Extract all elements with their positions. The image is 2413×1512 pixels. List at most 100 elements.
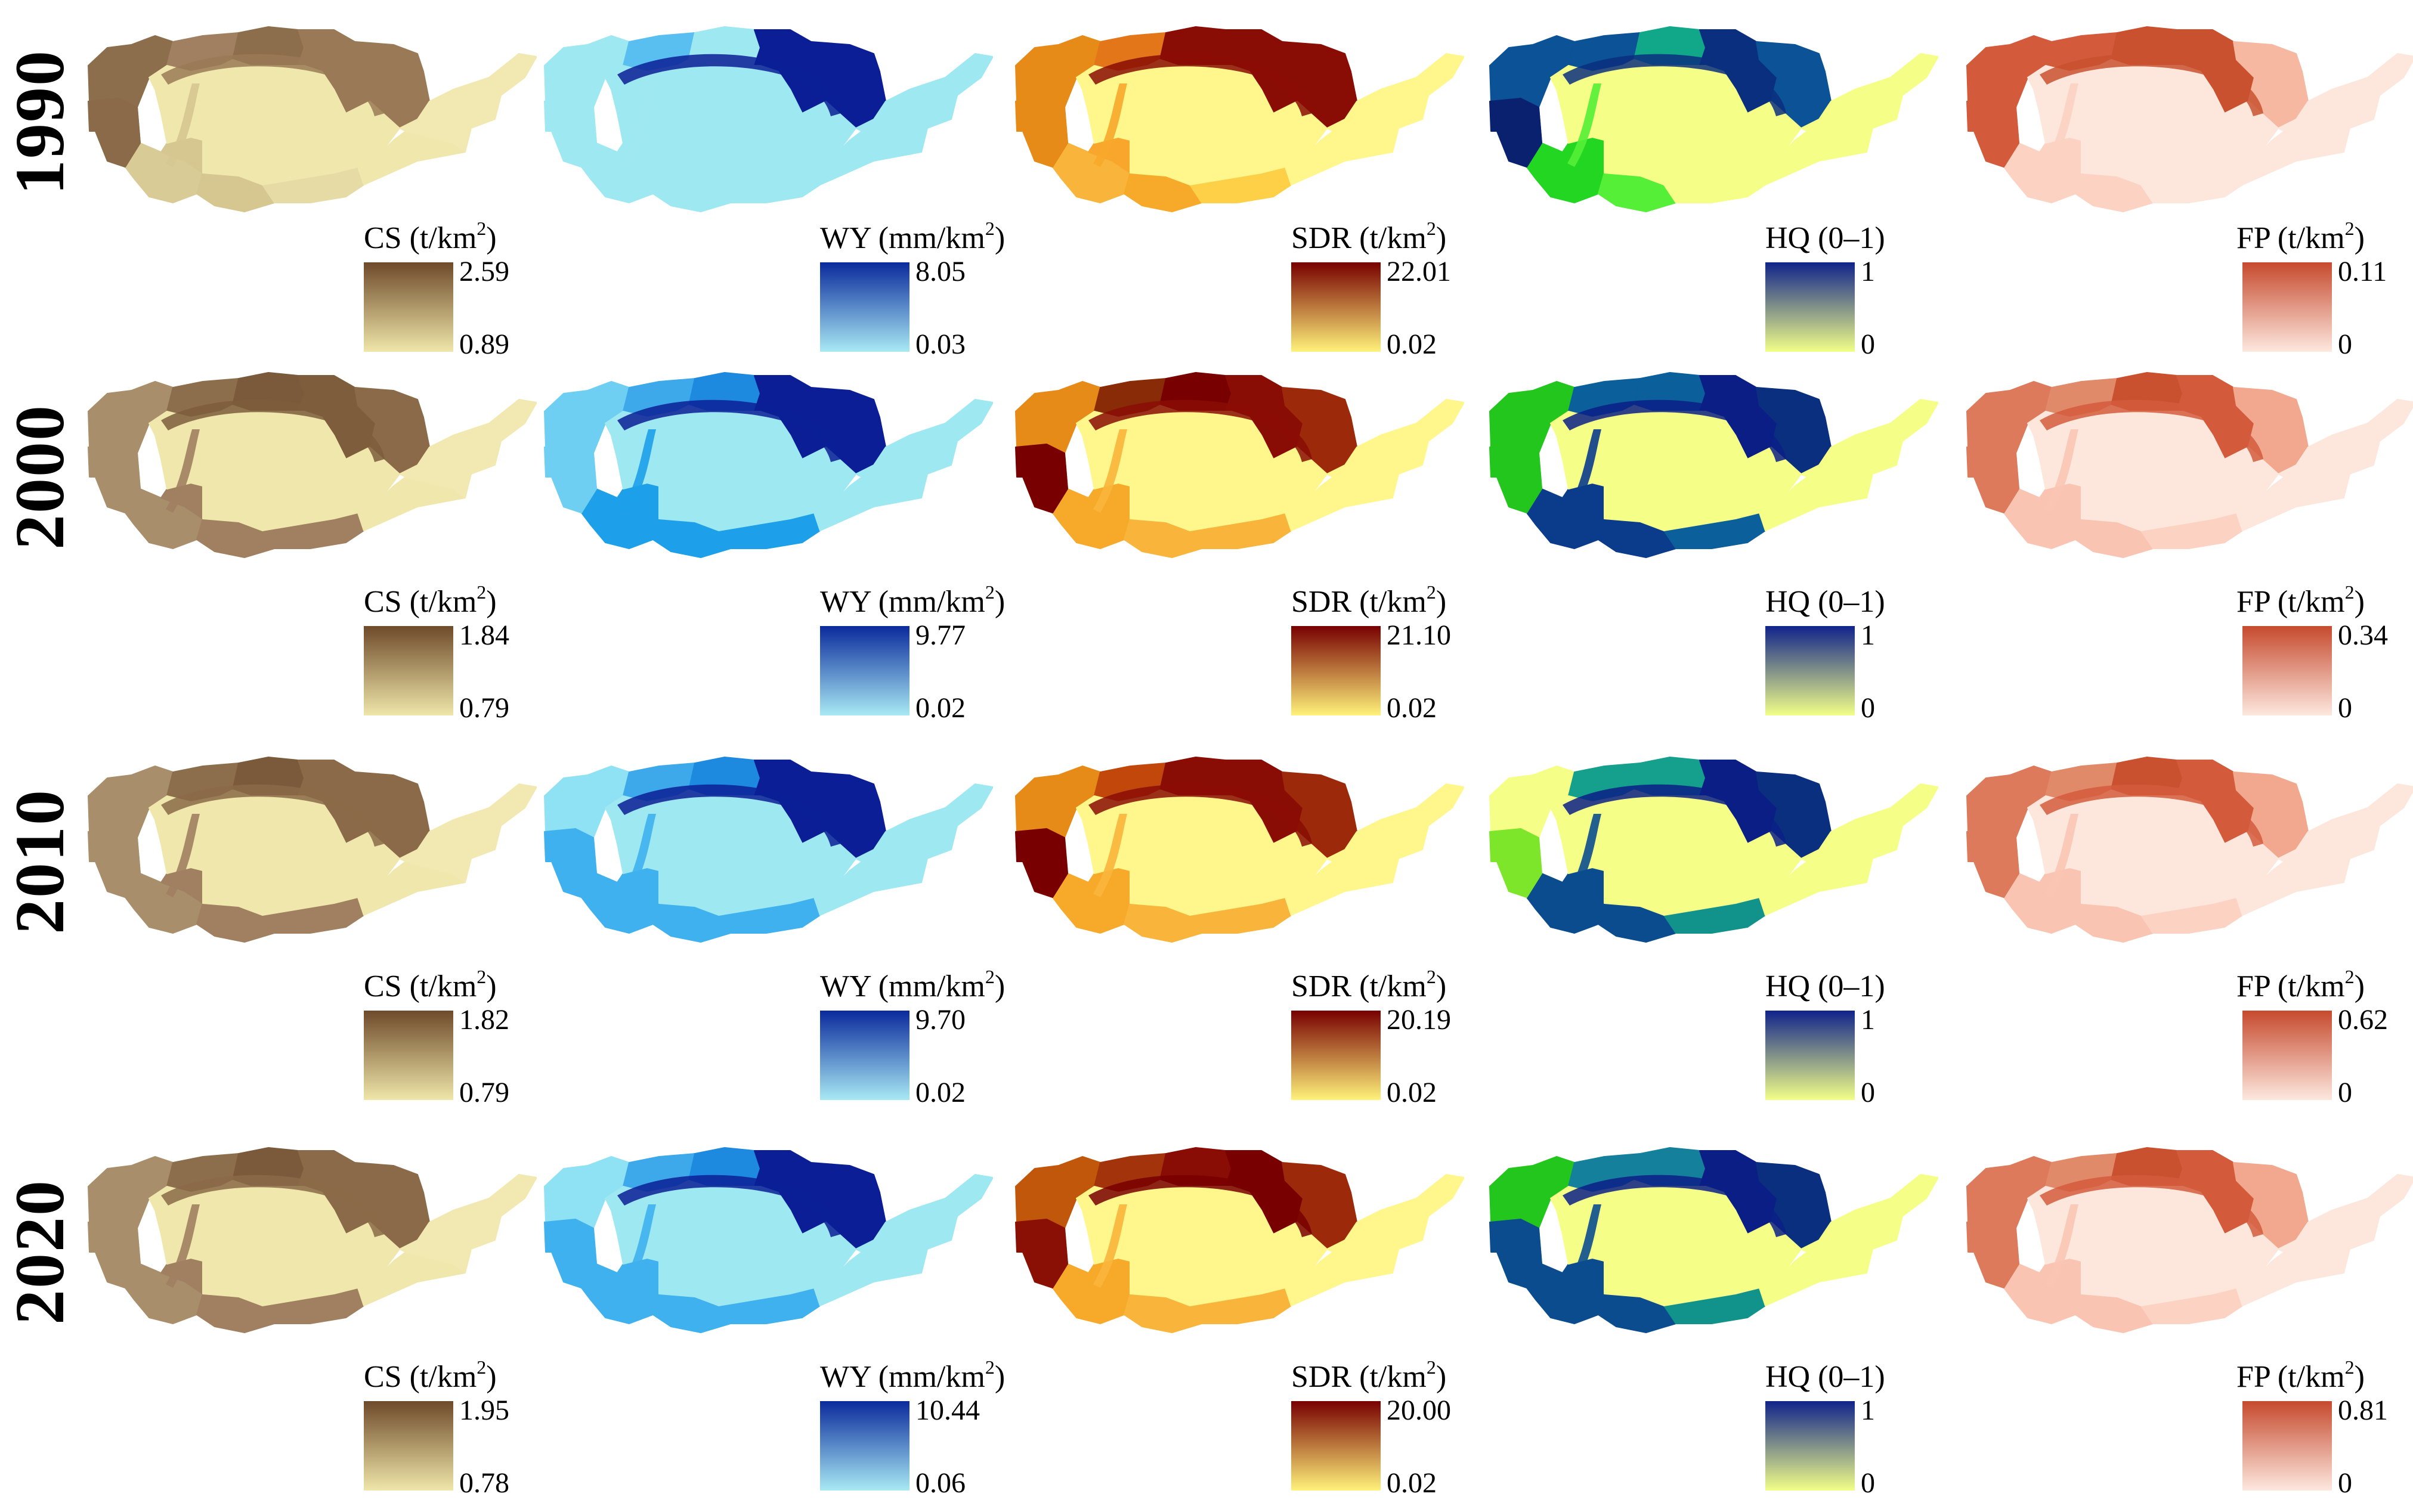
map-region — [1326, 399, 1464, 498]
legend-title-sup: 2 — [985, 218, 995, 239]
map-region — [1015, 444, 1068, 513]
panel-wy-2010: WY (mm/km2) 9.70 0.02 — [540, 754, 1005, 1112]
map-region — [399, 783, 537, 883]
map-region — [88, 828, 141, 898]
map-region — [1489, 444, 1542, 513]
panel-wy-2020: WY (mm/km2) 10.44 0.06 — [540, 1145, 1005, 1502]
row-2010: 2010 CS (t/km2) 1.82 0.79 WY (mm/km2) 9.70 0.0… — [0, 754, 2413, 1112]
legend-title: CS (t/km2) — [364, 219, 497, 256]
river-arc — [617, 399, 841, 462]
legend-title-sup: 2 — [2344, 1356, 2355, 1378]
river-arc — [617, 784, 841, 847]
tributary — [622, 1204, 656, 1288]
legend-title: SDR (t/km2) — [1291, 583, 1446, 619]
legend-title-close: ) — [994, 221, 1006, 255]
legend-min: 0 — [2338, 329, 2352, 360]
tributary — [166, 83, 200, 167]
legend-title-close: ) — [1436, 969, 1447, 1003]
legend-title-close: ) — [2354, 585, 2365, 619]
legend-max: 9.77 — [915, 619, 966, 651]
legend-title-text: WY (mm/km — [820, 221, 985, 255]
map-region — [1801, 53, 1938, 153]
legend-ramp — [2242, 1011, 2332, 1100]
legend-max: 21.10 — [1387, 619, 1451, 651]
map-region — [855, 783, 993, 883]
map-region — [1326, 783, 1464, 883]
choropleth-map — [88, 1147, 537, 1333]
legend-min: 0 — [1861, 1077, 1875, 1108]
river-arc — [1563, 399, 1786, 462]
map-region — [2278, 399, 2413, 498]
legend-ramp — [820, 626, 909, 715]
legend-title: HQ (0–1) — [1765, 969, 1885, 1004]
row-2000: 2000 CS (t/km2) 1.84 0.79 WY (mm/km2) 9.77 0.0… — [0, 370, 2413, 727]
legend-ramp — [1765, 626, 1855, 715]
tributary — [2044, 429, 2078, 513]
legend-title: CS (t/km2) — [364, 583, 497, 619]
legend-title-close: ) — [994, 969, 1006, 1003]
choropleth-map — [1015, 1147, 1464, 1333]
legend-min: 0.02 — [1387, 1467, 1437, 1499]
legend-title-sup: 2 — [2344, 581, 2355, 603]
tributary — [1093, 429, 1127, 513]
map-region — [88, 444, 141, 513]
legend-max: 1 — [1861, 1395, 1875, 1426]
panel-fp-2000: FP (t/km2) 0.34 0 — [1962, 370, 2413, 727]
legend-title-text: HQ (0–1) — [1765, 1360, 1885, 1394]
legend-max: 10.44 — [915, 1395, 980, 1426]
year-label: 1990 — [1, 24, 79, 221]
legend-max: 1.82 — [459, 1004, 509, 1036]
legend-title-text: WY (mm/km — [820, 969, 985, 1003]
map-region — [1966, 444, 2019, 513]
legend-ramp — [1765, 1011, 1855, 1100]
legend-title-sup: 2 — [2344, 218, 2355, 239]
tributary — [1567, 814, 1601, 897]
map-region — [855, 1174, 993, 1274]
river-arc — [1563, 54, 1786, 116]
legend-title: FP (t/km2) — [2236, 967, 2365, 1004]
river-arc — [1088, 1175, 1312, 1237]
legend-title: SDR (t/km2) — [1291, 967, 1447, 1004]
legend-title-close: ) — [486, 221, 497, 255]
legend-min: 0 — [1861, 692, 1875, 724]
river-arc — [1563, 1175, 1786, 1237]
legend-title-text: CS (t/km — [364, 1360, 477, 1394]
legend-ramp — [2242, 1401, 2332, 1491]
panel-cs-2000: CS (t/km2) 1.84 0.79 — [83, 370, 549, 727]
legend-ramp — [364, 1401, 453, 1491]
river-arc — [1088, 784, 1312, 847]
legend-title: WY (mm/km2) — [820, 1358, 1006, 1395]
legend-min: 0.79 — [459, 1077, 509, 1108]
legend-title-close: ) — [2354, 969, 2365, 1003]
choropleth-map — [88, 757, 537, 943]
map-region — [1801, 399, 1938, 498]
legend-max: 0.81 — [2338, 1395, 2388, 1426]
legend-title-text: HQ (0–1) — [1765, 585, 1885, 619]
legend-title-text: FP (t/km — [2236, 1360, 2345, 1394]
legend-min: 0.02 — [1387, 1077, 1437, 1108]
legend-title-text: SDR (t/km — [1291, 221, 1427, 255]
map-region — [1326, 53, 1464, 153]
legend-title: HQ (0–1) — [1765, 584, 1885, 619]
legend-title-close: ) — [994, 1360, 1006, 1394]
panel-wy-1990: WY (mm/km2) 8.05 0.03 — [540, 24, 1005, 382]
legend-ramp — [1291, 262, 1381, 352]
legend-title-text: SDR (t/km — [1291, 585, 1427, 619]
choropleth-map — [1489, 1147, 1938, 1333]
map-region — [1966, 98, 2019, 168]
legend-title: CS (t/km2) — [364, 1358, 497, 1395]
river-arc — [2040, 54, 2263, 116]
choropleth-map — [1015, 757, 1464, 943]
river-arc — [161, 784, 385, 847]
legend-title: HQ (0–1) — [1765, 221, 1885, 256]
legend-max: 9.70 — [915, 1004, 966, 1036]
panel-fp-2020: FP (t/km2) 0.81 0 — [1962, 1145, 2413, 1502]
legend-title-close: ) — [1436, 221, 1447, 255]
legend-min: 0.02 — [915, 1077, 966, 1108]
tributary — [2044, 1204, 2078, 1288]
legend-max: 1 — [1861, 619, 1875, 651]
panel-hq-2020: HQ (0–1) 1 0 — [1485, 1145, 1950, 1502]
legend-max: 0.11 — [2338, 256, 2387, 287]
river-arc — [161, 1175, 385, 1237]
legend-max: 0.62 — [2338, 1004, 2388, 1036]
